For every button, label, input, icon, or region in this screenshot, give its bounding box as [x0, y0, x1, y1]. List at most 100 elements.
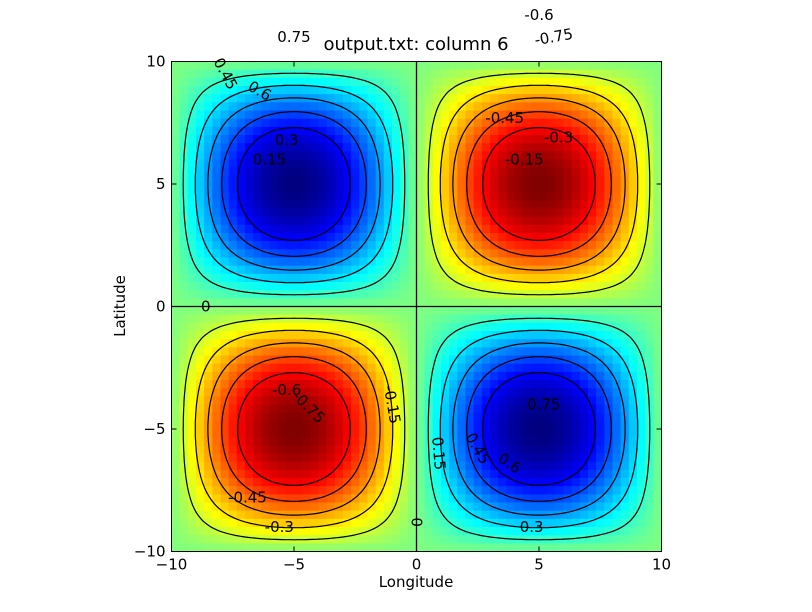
heatmap-cell [522, 347, 532, 357]
heatmap-cell [547, 151, 556, 161]
heatmap-cell [187, 404, 197, 414]
heatmap-cell [196, 518, 205, 528]
heatmap-cell [359, 420, 369, 430]
heatmap-cell [530, 126, 540, 136]
heatmap-cell [204, 249, 213, 259]
heatmap-cell [187, 543, 197, 553]
heatmap-cell [228, 396, 238, 406]
heatmap-cell [253, 175, 262, 185]
heatmap-cell [408, 396, 418, 406]
heatmap-cell [392, 429, 401, 438]
heatmap-cell [645, 543, 654, 553]
heatmap-cell [596, 184, 605, 193]
heatmap-cell [343, 543, 352, 553]
heatmap-cell [277, 208, 287, 218]
heatmap-cell [196, 371, 205, 381]
heatmap-cell [318, 412, 328, 422]
heatmap-cell [318, 396, 328, 406]
heatmap-cell [530, 437, 540, 446]
heatmap-cell [579, 322, 589, 332]
heatmap-cell [310, 241, 320, 250]
heatmap-cell [645, 224, 654, 234]
heatmap-cell [604, 396, 614, 406]
heatmap-cell [351, 77, 360, 87]
heatmap-cell [645, 135, 654, 144]
heatmap-cell [187, 200, 197, 210]
heatmap-cell [375, 380, 385, 389]
heatmap-cell [375, 151, 385, 161]
heatmap-cell [637, 135, 646, 144]
heatmap-cell [465, 86, 475, 95]
heatmap-cell [522, 102, 532, 112]
heatmap-cell [245, 135, 254, 144]
heatmap-cell [449, 208, 458, 218]
y-axis-label: Latitude [111, 275, 129, 337]
heatmap-cell [277, 77, 287, 87]
heatmap-cell [416, 306, 426, 316]
heatmap-cell [432, 167, 442, 177]
heatmap-cell [318, 200, 328, 210]
heatmap-cell [424, 412, 434, 422]
heatmap-cell [653, 502, 663, 512]
heatmap-cell [645, 306, 654, 316]
heatmap-cell [579, 175, 589, 185]
heatmap-cell [261, 208, 271, 218]
heatmap-cell [563, 143, 573, 152]
heatmap-cell [522, 543, 532, 553]
heatmap-cell [236, 265, 246, 275]
heatmap-cell [473, 184, 483, 193]
heatmap-cell [588, 118, 597, 128]
heatmap-cell [310, 486, 320, 495]
heatmap-cell [261, 282, 271, 291]
heatmap-cell [359, 86, 369, 95]
heatmap-cell [563, 437, 573, 446]
heatmap-cell [400, 102, 409, 112]
heatmap-cell [253, 208, 262, 218]
heatmap-cell [628, 388, 638, 397]
heatmap-cell [530, 167, 540, 177]
contour-line-zero [171, 61, 662, 552]
heatmap-cell [334, 135, 344, 144]
heatmap-cell [277, 249, 287, 259]
heatmap-cell [563, 241, 573, 250]
heatmap-cell [449, 486, 458, 495]
contour-line [194, 84, 639, 529]
heatmap-cell [375, 257, 385, 267]
heatmap-cell [179, 478, 189, 487]
heatmap-cell [310, 453, 320, 463]
heatmap-cell [261, 339, 271, 348]
heatmap-cell [277, 110, 287, 120]
heatmap-cell [473, 282, 483, 291]
heatmap-cell [302, 233, 311, 242]
heatmap-cell [530, 412, 540, 422]
heatmap-cell [596, 445, 605, 455]
heatmap-cell [383, 363, 393, 373]
heatmap-cell [539, 429, 548, 438]
heatmap-cell [449, 388, 458, 397]
heatmap-cell [416, 453, 426, 463]
heatmap-cell [383, 331, 393, 340]
heatmap-cell [416, 396, 426, 406]
heatmap-cell [392, 347, 401, 357]
heatmap-cell [187, 233, 197, 242]
heatmap-cell [277, 61, 287, 71]
contour-line [237, 127, 596, 486]
heatmap-cell [294, 363, 303, 373]
heatmap-cell [318, 355, 328, 365]
heatmap-cell [277, 126, 287, 136]
heatmap-cell [261, 200, 271, 210]
heatmap-cell [490, 429, 499, 438]
heatmap-cell [269, 118, 279, 128]
heatmap-cell [204, 282, 213, 291]
heatmap-cell [539, 339, 548, 348]
heatmap-cell [620, 126, 630, 136]
heatmap-cell [563, 486, 573, 495]
heatmap-cell [285, 298, 295, 308]
heatmap-cell [514, 184, 524, 193]
heatmap-cell [212, 282, 222, 291]
heatmap-cell [416, 363, 426, 373]
heatmap-cell [490, 412, 499, 422]
heatmap-cell [359, 167, 369, 177]
heatmap-cell [498, 200, 507, 210]
heatmap-cell [637, 363, 646, 373]
